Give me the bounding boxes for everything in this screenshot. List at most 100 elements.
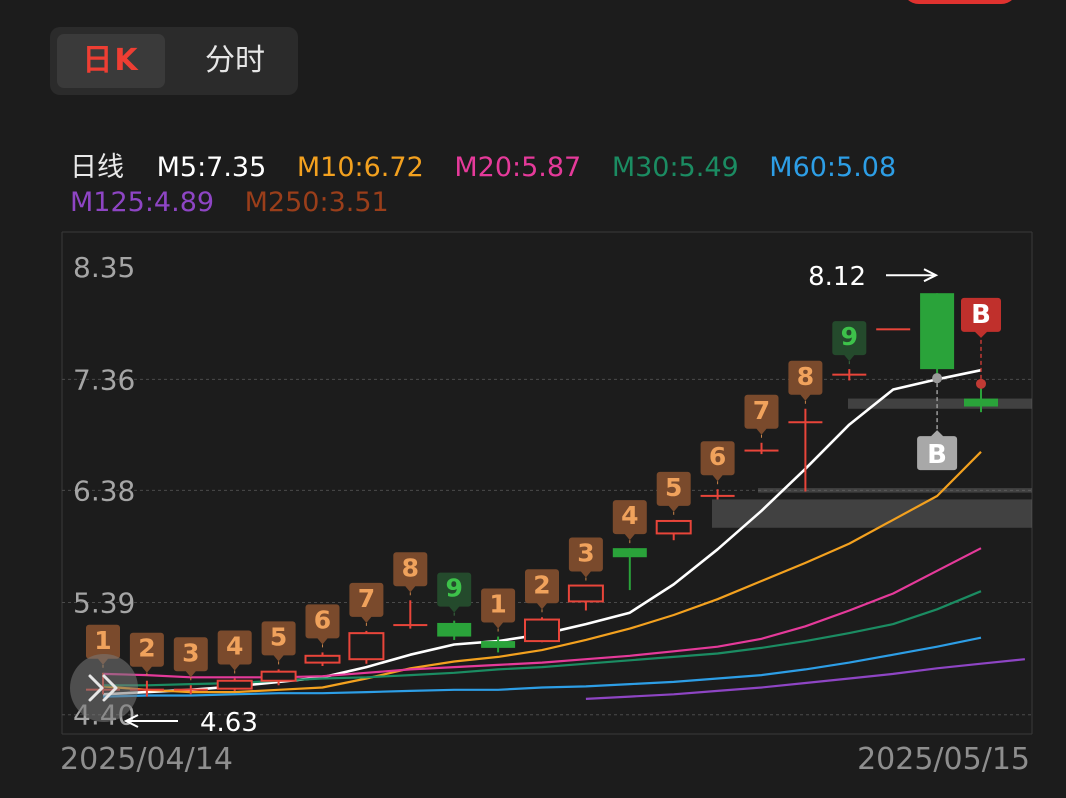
price-zone-band [712,499,1032,528]
expand-button-circle [70,654,138,722]
high-price-label: 8.12 [808,262,866,292]
candle-body [260,670,297,682]
candle-body [481,641,516,648]
candle: 5 [260,621,297,686]
y-tick-label: 8.35 [73,251,135,284]
low-arrow-head [123,714,139,728]
candle-body [876,328,911,331]
count-bubble [568,537,603,578]
x-axis-end-date: 2025/05/15 [857,742,1030,777]
x-axis-start-date: 2025/04/14 [60,742,233,777]
count-number: 6 [709,442,726,471]
count-number: 1 [489,590,506,619]
count-number: 9 [841,322,858,351]
count-number: 2 [533,570,550,599]
count-bubble [788,360,823,401]
candle: 4 [216,630,253,691]
candle: 8 [788,360,823,492]
candle-body [216,679,253,690]
legend-m10: M10:6.72 [296,152,424,183]
double-chevron-right-icon [88,674,118,702]
candle-body [788,421,823,424]
signal-dot [976,378,986,389]
count-number: 4 [621,501,638,530]
candle-body [964,398,998,407]
count-bubble [261,621,296,662]
ma-legend-row-2: M125:4.89 M250:3.51 [70,187,411,218]
candle-body [700,494,735,497]
signal-badge [961,297,1001,338]
candle [876,328,911,331]
y-tick-label: 6.38 [73,474,135,507]
legend-m250: M250:3.51 [244,187,389,218]
count-bubble [305,604,340,645]
ma-line-m125 [585,658,1026,700]
candle: 7 [744,394,779,455]
candle-body [173,688,208,691]
count-bubble [129,632,164,673]
count-number: 3 [577,539,594,568]
count-bubble [86,624,120,665]
count-number: 4 [226,631,243,660]
count-number: 6 [314,605,331,634]
legend-m125: M125:4.89 [70,187,215,218]
price-zone-band [758,488,1032,493]
legend-m5: M5:7.35 [156,152,267,183]
legend-m60: M60:5.08 [769,152,897,183]
candle: 3 [173,637,208,695]
legend-title: 日线 [70,152,124,183]
count-bubble [217,630,252,671]
y-tick-label: 7.36 [73,363,135,396]
signal-dot [932,373,943,384]
candle: 2 [129,632,164,697]
expand-button[interactable] [70,654,138,722]
count-bubble [744,394,779,435]
candle: B [917,293,958,471]
count-number: 5 [665,473,682,502]
signal-letter: B [927,440,947,470]
ma-line-m20 [102,547,982,679]
candle: 4 [612,500,647,591]
candle-body [744,449,779,452]
ma-legend-row-1: 日线 M5:7.35 M10:6.72 M20:5.87 M30:5.49 M6… [70,145,918,184]
candle: B [961,297,1001,413]
signal-letter: B [971,300,991,330]
count-number: 3 [182,638,199,667]
legend-m30: M30:5.49 [611,152,739,183]
candle: 6 [700,441,735,500]
candle-body [393,624,428,627]
y-tick-label: 5.39 [73,587,135,620]
candle-body [304,654,341,664]
count-number: 7 [358,584,375,613]
low-price-label: 4.63 [200,708,258,738]
count-bubble [612,500,647,541]
candle: 5 [655,471,692,541]
count-number: 1 [94,626,111,655]
ma-line-m60 [102,636,982,698]
count-bubble [393,552,428,593]
count-number: 9 [445,574,462,603]
candle: 2 [524,569,560,643]
legend-m20: M20:5.87 [454,152,582,183]
candle: 1 [86,624,120,695]
count-bubble [173,637,208,678]
top-action-pill[interactable] [902,0,1018,4]
tab-intraday[interactable]: 分时 [205,43,265,78]
candle-body [437,622,472,637]
count-number: 8 [797,362,814,391]
candle: 9 [437,572,472,640]
candle-body [920,293,955,370]
ma-line-m10 [102,451,982,694]
count-number: 5 [270,622,287,651]
count-bubble [437,572,472,613]
count-bubble [349,582,384,623]
count-bubble [656,471,691,512]
candle: 7 [348,582,385,664]
count-bubble [700,441,735,482]
period-tabs: 日K 分时 [50,27,298,95]
candle: 8 [393,552,428,629]
candle-body [348,632,385,661]
tab-daily-k[interactable]: 日K [57,34,165,88]
candle: 6 [304,604,341,667]
